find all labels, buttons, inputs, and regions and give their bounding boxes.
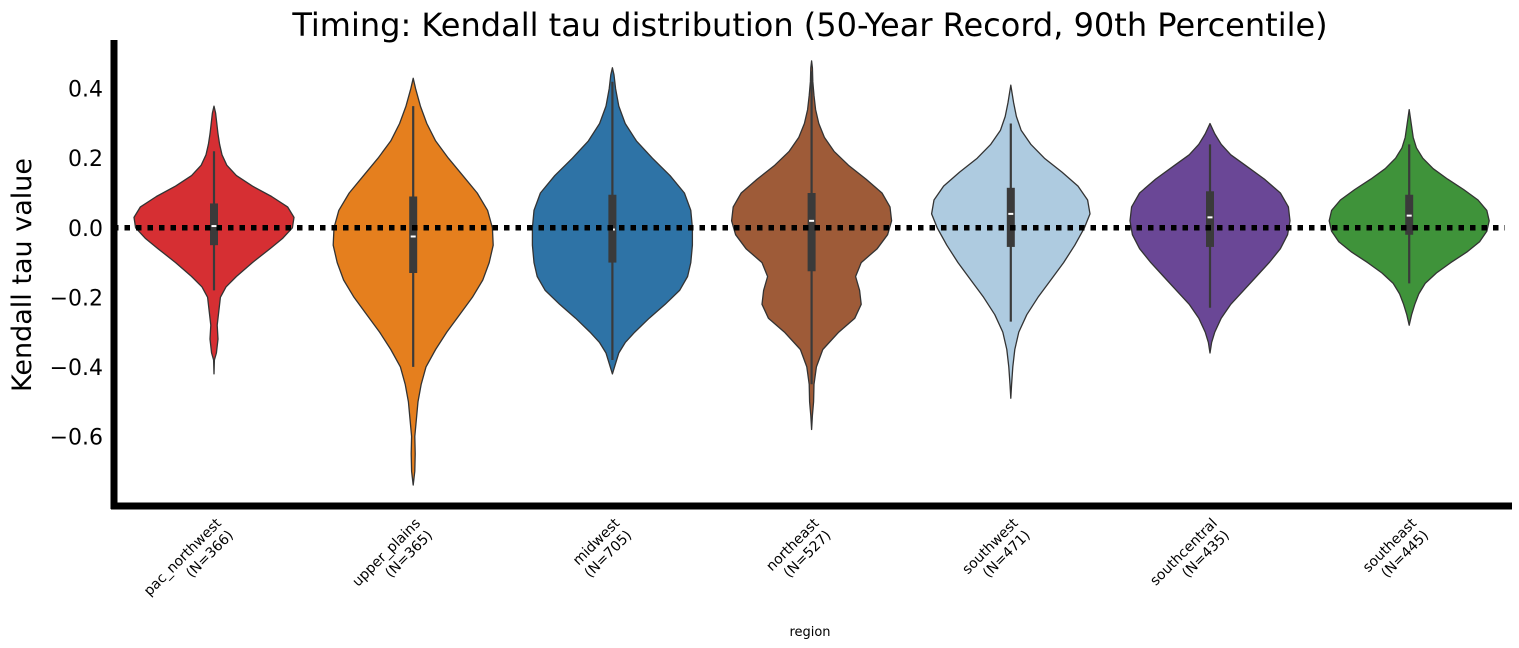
- y-axis-label: Kendall tau value: [7, 158, 38, 392]
- x-tick-label-2: upper_plains(N=365): [349, 516, 436, 591]
- iqr-box-5: [1006, 187, 1015, 247]
- chart-title: Timing: Kendall tau distribution (50-Yea…: [291, 6, 1327, 44]
- y-axis-ticks: 0.4 0.2 0.0 −0.2 −0.4 −0.6: [50, 78, 103, 451]
- x-tick-label-6: southcentral(N=435): [1147, 516, 1233, 590]
- x-axis-ticks: pac_northwest(N=366) upper_plains(N=365) m…: [141, 515, 1432, 599]
- x-tick-label-4: northeast(N=527): [763, 515, 834, 581]
- x-axis-label: region: [789, 625, 830, 640]
- y-tick-label: 0.4: [68, 78, 103, 103]
- iqr-box-2: [409, 196, 418, 273]
- y-tick-label: −0.4: [50, 356, 103, 381]
- y-tick-label: −0.2: [50, 286, 103, 311]
- iqr-box-6: [1206, 191, 1214, 247]
- y-tick-label: −0.6: [50, 425, 103, 450]
- x-tick-label-1: pac_northwest(N=366): [141, 515, 237, 599]
- box-group: [210, 71, 1414, 385]
- iqr-box-1: [210, 203, 218, 246]
- x-tick-label-7: southeast(N=445): [1360, 515, 1432, 581]
- y-tick-label: 0.2: [68, 147, 103, 172]
- iqr-box-4: [807, 193, 816, 272]
- x-tick-label-3: midwest(N=705): [570, 515, 635, 581]
- x-tick-label-5: southwest(N=471): [959, 515, 1033, 581]
- y-tick-label: 0.0: [68, 217, 103, 242]
